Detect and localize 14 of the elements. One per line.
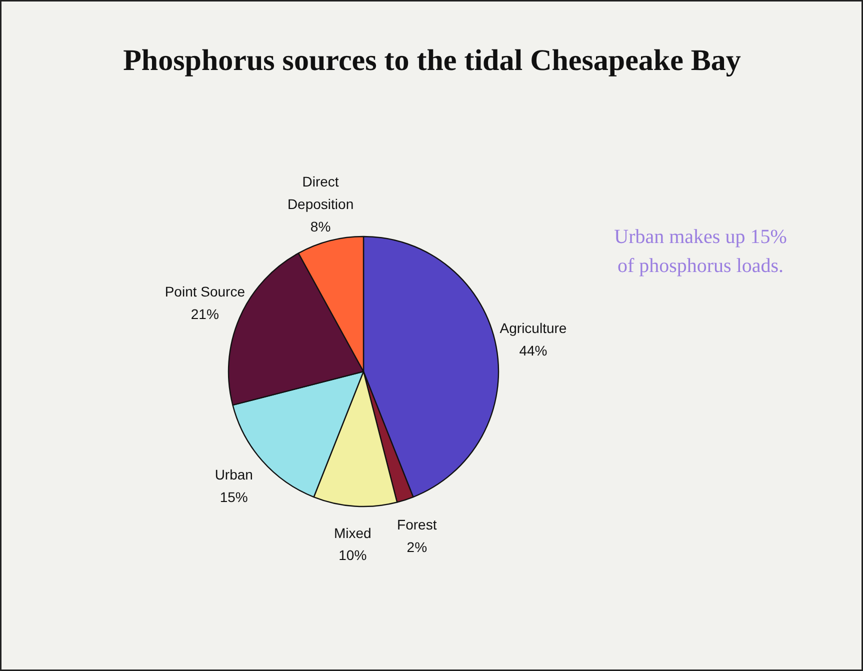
slice-label: Forest [397, 516, 437, 533]
data-label: 10% [338, 547, 367, 564]
text: Urban makes up 15% of phosphorus loads. [614, 226, 787, 277]
data-label: 8% [310, 218, 331, 235]
slice-label: Point Source [164, 284, 246, 300]
slice-label: Urban [214, 466, 253, 483]
data-label: 21% [190, 306, 219, 322]
slice-label: Direct Deposition [287, 174, 354, 212]
data-label: 15% [220, 488, 248, 505]
slice-label: Mixed [334, 524, 372, 541]
slice-label: Agriculture [500, 320, 567, 336]
data-label: 44% [519, 342, 548, 358]
chart-title: Phosphorus sources to the tidal Chesapeake Bay [123, 44, 741, 77]
data-label: 2% [406, 539, 428, 556]
